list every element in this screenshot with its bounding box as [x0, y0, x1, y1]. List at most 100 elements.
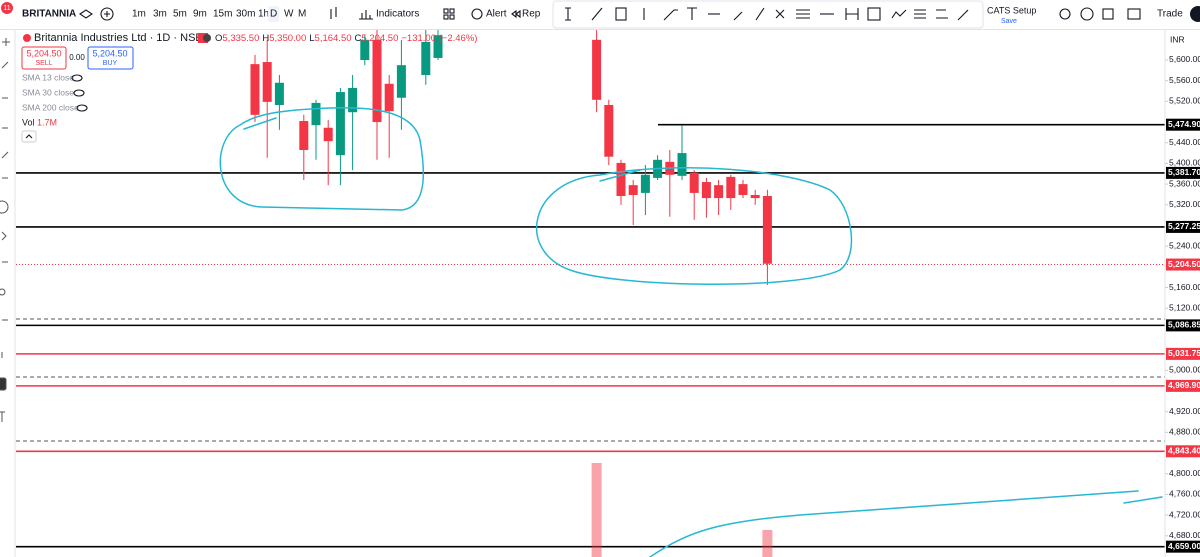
study-label: SMA 13 close — [22, 72, 74, 82]
candle-body — [689, 172, 699, 193]
candle-body — [372, 39, 382, 123]
sell-price[interactable]: 5,204.50 — [26, 48, 61, 58]
currency[interactable]: INR — [1170, 34, 1185, 44]
level-label-bg — [1166, 220, 1200, 233]
drawing-stroke — [243, 117, 277, 130]
ohlc-change: −131.00 (−2.46%) — [401, 33, 477, 44]
notification-badge[interactable] — [1, 2, 13, 14]
candle-body — [323, 127, 333, 142]
buy-price[interactable]: 5,204.50 — [92, 48, 127, 58]
ohlc-values: O5,335.50 H5,350.00 L5,164.50 C5,204.50 −131… — [215, 33, 477, 44]
indicators-button[interactable]: Indicators — [376, 9, 419, 20]
buy-label[interactable]: BUY — [103, 60, 118, 67]
interval[interactable]: 30m — [236, 9, 255, 20]
collapse-button[interactable] — [21, 130, 37, 143]
visibility-icons[interactable] — [71, 74, 88, 112]
y-tick-label: 4,680.00 — [1169, 530, 1200, 540]
active-interval — [268, 6, 279, 22]
drawing-ellipse — [535, 167, 853, 285]
interval[interactable]: 9m — [193, 9, 207, 20]
interval[interactable]: W — [284, 9, 294, 20]
level-label: 4,843.40 — [1168, 446, 1200, 456]
level-label: 4,969.90 — [1168, 380, 1200, 390]
study-label: SMA 200 close — [22, 102, 79, 112]
alert-icon — [471, 8, 483, 20]
replay-icon — [511, 9, 521, 19]
interval[interactable]: M — [298, 9, 306, 20]
ohlc-value: 5,350.00 — [269, 33, 306, 44]
level-label: 5,277.25 — [1168, 221, 1200, 231]
profile[interactable] — [1190, 6, 1200, 22]
drawing-stroke — [599, 169, 641, 182]
compare-icon[interactable] — [79, 9, 93, 19]
y-tick-label: 5,400.00 — [1169, 158, 1200, 168]
ohlc-key: L — [309, 33, 314, 44]
y-tick-label: 5,360.00 — [1169, 178, 1200, 188]
candle-body — [714, 185, 724, 199]
replay-button[interactable]: Rep — [522, 9, 541, 20]
layout-icon[interactable] — [443, 8, 455, 20]
level-label: 5,381.70 — [1168, 167, 1200, 177]
sell-label[interactable]: SELL — [35, 60, 52, 67]
add-symbol[interactable] — [100, 7, 114, 21]
ohlc-key: H — [262, 33, 269, 44]
sidebar-icons — [0, 38, 10, 422]
y-tick-label: 5,160.00 — [1169, 282, 1200, 292]
interval[interactable]: 1m — [132, 9, 146, 20]
y-tick-label: 5,120.00 — [1169, 302, 1200, 312]
chart-type[interactable] — [330, 7, 337, 19]
indicators-icon — [359, 10, 373, 20]
volume-value: 1.7M — [37, 117, 57, 127]
candle-body — [616, 162, 626, 197]
save-label[interactable]: Save — [1001, 18, 1017, 25]
volume-bar — [762, 529, 773, 557]
ohlc-key: O — [215, 33, 222, 44]
drawing-curve — [649, 490, 1139, 557]
interval[interactable]: 1h — [258, 9, 269, 20]
level-label-bg — [1166, 379, 1200, 392]
badge-count: 11 — [3, 5, 10, 12]
drawing-stroke — [1123, 496, 1163, 504]
candle-body — [628, 185, 638, 195]
level-label-bg — [1166, 166, 1200, 179]
level-label-bg — [1166, 118, 1200, 131]
legend-title: Britannia Industries Ltd · 1D · NSE — [34, 32, 203, 44]
y-tick-label: 5,520.00 — [1169, 96, 1200, 106]
candle-body — [604, 104, 614, 157]
symbol-logo — [23, 34, 31, 42]
add-icon — [104, 11, 110, 17]
symbol[interactable]: BRITANNIA — [22, 9, 76, 20]
toolbar-icons[interactable] — [1059, 7, 1141, 21]
layout-name[interactable]: CATS Setup — [987, 5, 1036, 15]
level-label-bg — [1166, 319, 1200, 332]
y-tick-label: 5,000.00 — [1169, 365, 1200, 375]
level-label-bg — [1166, 445, 1200, 458]
alert-button[interactable]: Alert — [486, 9, 507, 20]
interval[interactable]: 15m — [213, 9, 232, 20]
level-label-bg — [1166, 347, 1200, 360]
candle-body — [726, 176, 736, 199]
study-label: SMA 30 close — [22, 87, 74, 97]
drawing-tools[interactable] — [565, 7, 969, 21]
candle-body — [299, 121, 309, 150]
interval[interactable]: 5m — [173, 9, 187, 20]
candle-body — [262, 62, 272, 102]
interval[interactable]: 3m — [153, 9, 167, 20]
interval[interactable]: D — [270, 9, 277, 20]
ohlc-value: 5,204.50 — [361, 33, 398, 44]
market-status — [203, 34, 211, 42]
candle-body — [762, 196, 772, 264]
buy-button[interactable] — [87, 46, 134, 70]
candle-body — [348, 87, 358, 113]
candle-body — [677, 153, 687, 176]
trade-button[interactable]: Trade — [1157, 9, 1183, 20]
y-tick-label: 4,720.00 — [1169, 509, 1200, 519]
level-label: 5,086.85 — [1168, 320, 1200, 330]
y-tick-label: 5,440.00 — [1169, 137, 1200, 147]
sell-button[interactable] — [21, 46, 67, 70]
candle-body — [592, 39, 602, 100]
candle-body — [738, 184, 748, 195]
candle-body — [421, 41, 431, 75]
